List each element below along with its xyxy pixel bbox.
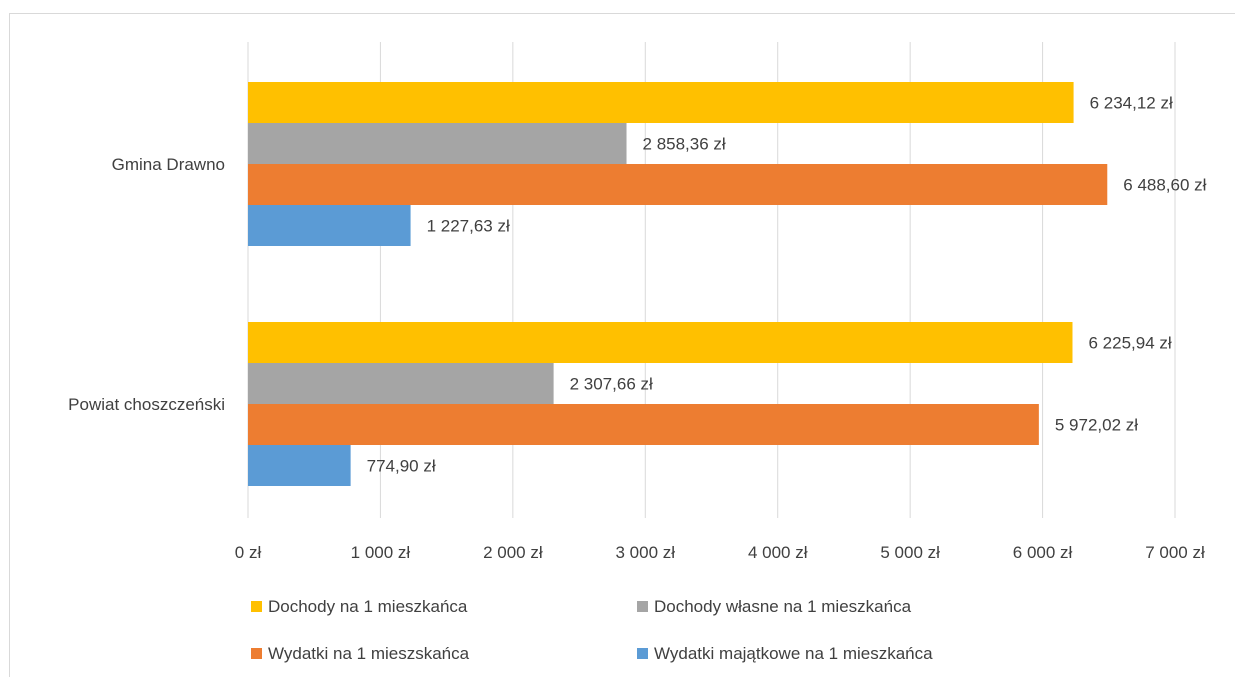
legend-swatch bbox=[251, 648, 262, 659]
x-tick-label: 0 zł bbox=[235, 543, 262, 562]
legend-swatch bbox=[637, 601, 648, 612]
bar bbox=[248, 445, 351, 486]
data-label: 5 972,02 zł bbox=[1055, 416, 1138, 435]
bar bbox=[248, 322, 1073, 363]
category-label: Gmina Drawno bbox=[112, 155, 225, 174]
category-label: Powiat choszczeński bbox=[68, 395, 225, 414]
x-tick-label: 1 000 zł bbox=[351, 543, 411, 562]
bar bbox=[248, 82, 1074, 123]
bar bbox=[248, 205, 411, 246]
legend-swatch bbox=[637, 648, 648, 659]
legend-label: Dochody własne na 1 mieszkańca bbox=[654, 597, 912, 616]
legend-label: Wydatki na 1 mieszskańca bbox=[268, 644, 470, 663]
data-label: 1 227,63 zł bbox=[427, 217, 510, 236]
data-label: 6 225,94 zł bbox=[1088, 334, 1171, 353]
data-label: 6 488,60 zł bbox=[1123, 176, 1206, 195]
bar bbox=[248, 164, 1108, 205]
x-tick-label: 4 000 zł bbox=[748, 543, 808, 562]
x-tick-label: 3 000 zł bbox=[616, 543, 676, 562]
x-tick-label: 7 000 zł bbox=[1145, 543, 1205, 562]
data-label: 774,90 zł bbox=[367, 457, 436, 476]
bar bbox=[248, 123, 627, 164]
x-tick-label: 6 000 zł bbox=[1013, 543, 1073, 562]
data-label: 6 234,12 zł bbox=[1090, 94, 1173, 113]
x-tick-label: 5 000 zł bbox=[880, 543, 940, 562]
data-label: 2 307,66 zł bbox=[570, 375, 653, 394]
x-tick-label: 2 000 zł bbox=[483, 543, 543, 562]
legend-label: Wydatki majątkowe na 1 mieszkańca bbox=[654, 644, 933, 663]
legend-swatch bbox=[251, 601, 262, 612]
legend-label: Dochody na 1 mieszkańca bbox=[268, 597, 468, 616]
chart-frame bbox=[9, 13, 1235, 677]
bar bbox=[248, 404, 1039, 445]
data-label: 2 858,36 zł bbox=[643, 135, 726, 154]
bar bbox=[248, 363, 554, 404]
